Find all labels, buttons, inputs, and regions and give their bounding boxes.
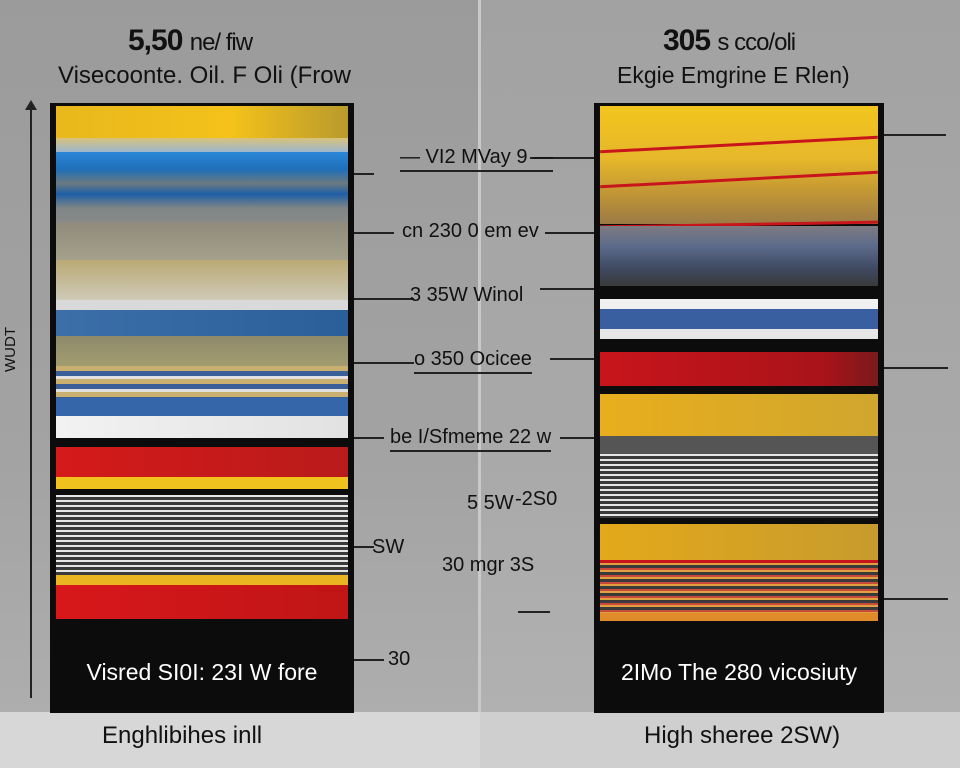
callout-line [550,358,594,360]
y-axis-arrow-icon [25,100,37,110]
callout-line [354,232,394,234]
band-gray-stripes [600,454,878,518]
band-orange-stripes [600,563,878,613]
band-gray-blue [600,226,878,286]
right-caption: High sheree 2SW) [644,722,841,749]
callout-label: — VI2 MVay 9 — [400,146,554,172]
callout-label: be I/Sfmeme 22 w [390,426,552,452]
right-oil-column: 2IMo The 280 vicosiuty [594,103,884,713]
band-light-stripe [56,138,348,152]
callout-label: SW [372,536,405,558]
band-light [56,300,348,310]
callout-line [540,288,594,290]
callout-line [518,611,550,613]
band-mixed-stripes [56,366,348,398]
right-caption-background [480,712,960,768]
callout-label: 5 5W [467,492,514,514]
band-gray-tan [56,222,348,260]
right-subtitle: Ekgie Emgrine E Rlen) [617,62,850,88]
callout-line [884,134,946,136]
band-blue-2 [56,310,348,336]
right-title-rest: s cco/oli [717,29,796,56]
callout-label: o 350 Ocicee [414,348,532,374]
callout-line [354,659,384,661]
band-white-2 [600,329,878,339]
band-yellow [600,106,878,224]
callout-line [530,157,594,159]
right-column-footer: 2IMo The 280 vicosiuty [620,659,858,685]
left-subtitle: Visecoonte. Oil. F Oli (Frow [58,62,351,89]
callout-line [884,367,948,369]
callout-line [560,437,594,439]
callout-line [354,173,374,175]
band-red [56,447,348,477]
callout-label: 3 35W Winol [410,284,524,306]
left-title-rest: ne/ fiw [189,29,253,56]
left-caption: Enghlibihes inll [102,722,263,749]
left-caption-background [0,712,480,768]
band-orange [600,613,878,621]
callout-line [884,598,948,600]
left-title-number: 5,50 [128,24,183,57]
right-title-number: 305 [663,24,711,57]
center-divider [478,0,481,768]
band-tan [56,260,348,300]
band-white [56,416,348,438]
callout-line [545,232,594,234]
left-oil-column: Visred SI0I: 23I W fore [50,103,354,713]
band-dark-gray [600,436,878,454]
y-axis-line [30,108,32,698]
callout-line [354,298,414,300]
callout-line [354,362,414,364]
left-title: 5,50 ne/ fiw [128,24,253,58]
band-yellow-2 [600,394,878,436]
callout-label: cn 230 0 em ev [402,220,539,242]
y-axis-label: WUDT [2,327,19,372]
band-blue [600,309,878,329]
callout-line [354,437,384,439]
band-white [600,299,878,309]
callout-line [354,546,374,548]
band-red-2 [56,585,348,619]
band-blue-3 [56,398,348,416]
callout-label: -2S0 [515,488,558,510]
band-blue [56,152,348,222]
right-title: 305 s cco/oli [663,24,796,58]
band-yellow-2 [56,477,348,489]
band-gray-stripes [56,495,348,575]
band-red-thin [600,560,878,563]
band-yellow [56,106,348,138]
band-yellow-3 [56,575,348,585]
band-red [600,352,878,386]
left-column-footer: Visred SI0I: 23I W fore [86,659,318,685]
callout-label: 30 [388,648,411,670]
band-olive [56,336,348,366]
callout-label: 30 mgr 3S [442,554,535,576]
band-yellow-3 [600,524,878,560]
